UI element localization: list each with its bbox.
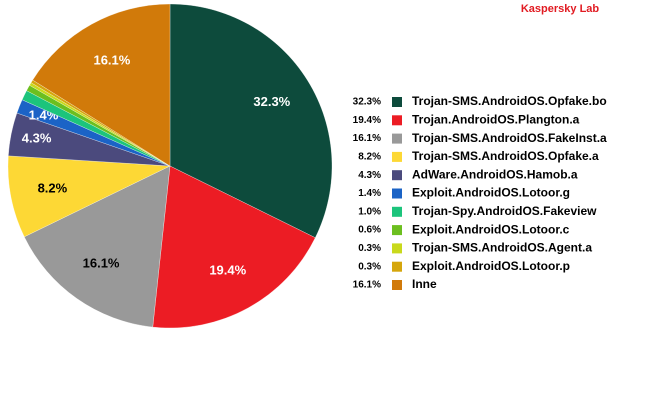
legend-label: Trojan-SMS.AndroidOS.Agent.a bbox=[412, 241, 592, 255]
slice-label: 32.3% bbox=[253, 94, 290, 109]
slice-label: 16.1% bbox=[83, 256, 120, 271]
legend-label: Trojan-Spy.AndroidOS.Fakeview bbox=[412, 204, 597, 218]
slice-label: 16.1% bbox=[93, 53, 130, 68]
legend-value: 4.3% bbox=[358, 170, 381, 181]
legend-value: 0.6% bbox=[358, 225, 381, 236]
legend-swatch bbox=[392, 151, 402, 162]
legend-label: Exploit.AndroidOS.Lotoor.p bbox=[412, 259, 570, 273]
legend-swatch bbox=[392, 97, 402, 107]
legend-value: 0.3% bbox=[358, 261, 381, 272]
pie-slice bbox=[169, 3, 333, 238]
legend-label: Exploit.AndroidOS.Lotoor.g bbox=[412, 186, 570, 200]
slice-label: 4.3% bbox=[22, 131, 52, 146]
legend-value: 16.1% bbox=[353, 280, 381, 291]
legend-swatch bbox=[392, 188, 402, 199]
legend-value: 19.4% bbox=[353, 115, 381, 126]
legend-swatch bbox=[392, 280, 402, 290]
pie-slice bbox=[32, 3, 171, 167]
slice-label: 8.2% bbox=[38, 181, 68, 196]
legend-swatch bbox=[392, 206, 402, 217]
legend-swatch bbox=[392, 261, 402, 272]
legend-label: Inne bbox=[412, 277, 437, 291]
legend-value: 0.3% bbox=[358, 243, 381, 254]
legend-swatch bbox=[392, 243, 402, 254]
legend-value: 16.1% bbox=[353, 133, 381, 144]
pie-slice bbox=[152, 165, 316, 329]
legend-label: AdWare.AndroidOS.Hamob.a bbox=[412, 167, 578, 181]
legend-value: 1.0% bbox=[358, 206, 381, 217]
legend-label: Trojan-SMS.AndroidOS.FakeInst.a bbox=[412, 131, 607, 145]
legend-label: Trojan-SMS.AndroidOS.Opfake.a bbox=[412, 149, 599, 163]
legend-swatch bbox=[392, 133, 402, 144]
legend-swatch bbox=[392, 115, 402, 126]
chart-title: Kaspersky Lab bbox=[521, 3, 600, 15]
legend-label: Trojan-SMS.AndroidOS.Opfake.bo bbox=[412, 94, 607, 108]
pie-slice bbox=[24, 165, 171, 328]
legend-swatch bbox=[392, 170, 402, 181]
legend-swatch bbox=[392, 225, 402, 236]
legend-label: Trojan.AndroidOS.Plangton.a bbox=[412, 112, 580, 126]
legend-value: 8.2% bbox=[358, 152, 381, 163]
legend-label: Exploit.AndroidOS.Lotoor.c bbox=[412, 222, 570, 236]
legend-value: 1.4% bbox=[358, 188, 381, 199]
slice-label: 19.4% bbox=[209, 262, 246, 277]
legend-value: 32.3% bbox=[353, 97, 381, 108]
